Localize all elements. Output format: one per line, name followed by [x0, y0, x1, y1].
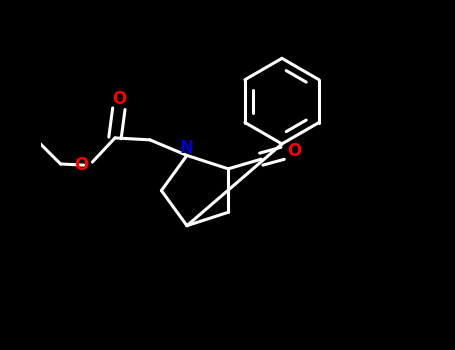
Text: N: N: [180, 139, 194, 158]
Text: O: O: [287, 142, 302, 160]
Text: O: O: [74, 156, 88, 174]
Text: O: O: [112, 90, 126, 108]
